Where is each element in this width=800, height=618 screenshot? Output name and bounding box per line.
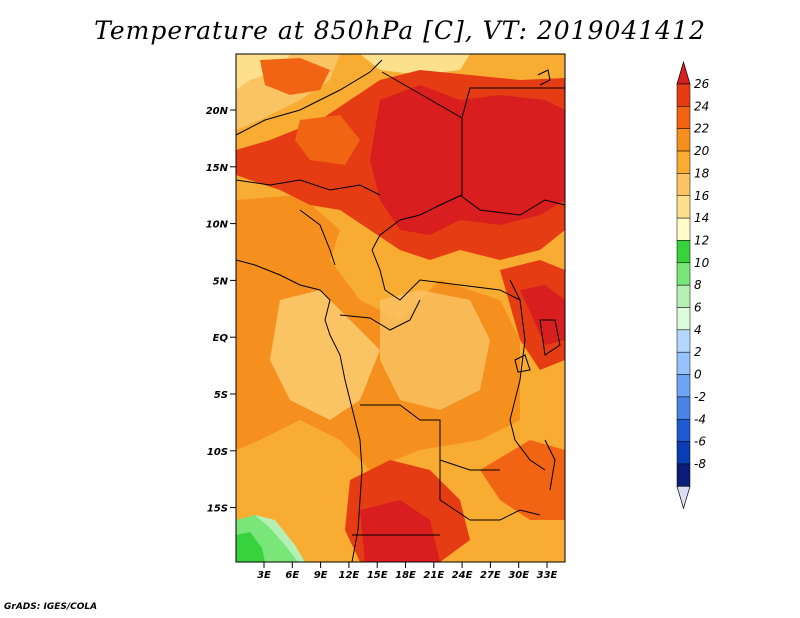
- colorbar-label: 2: [694, 345, 702, 359]
- colorbar-segment: [676, 374, 691, 398]
- colorbar-label: 14: [694, 211, 709, 225]
- lon-label: 21E: [423, 570, 444, 581]
- colorbar-segment: [676, 463, 691, 487]
- colorbar-segment: [676, 284, 691, 308]
- colorbar-segment: [676, 441, 691, 465]
- colorbar-segment: [676, 106, 691, 129]
- colorbar-segment: [676, 83, 691, 107]
- colorbar-segment: [676, 217, 691, 241]
- lon-label: 6E: [285, 570, 299, 581]
- colorbar-label: 26: [694, 77, 710, 91]
- colorbar-segment: [676, 262, 691, 286]
- colorbar-label: 22: [694, 122, 709, 136]
- lat-label: 5S: [214, 390, 228, 401]
- latitude-axis: 20N 15N 10N 5N EQ 5S 10S 15S: [206, 106, 236, 515]
- lat-label: 5N: [213, 276, 229, 287]
- colorbar-segment: [676, 128, 691, 152]
- lon-label: 24E: [452, 570, 473, 581]
- colorbar-segment: [676, 396, 691, 420]
- lon-label: 12E: [339, 570, 360, 581]
- colorbar-label: -6: [694, 435, 706, 449]
- colorbar-label: -8: [694, 457, 706, 471]
- colorbar-label: 24: [694, 99, 709, 113]
- lon-label: 3E: [257, 570, 271, 581]
- colorbar-label: 6: [694, 301, 702, 315]
- colorbar-label: 4: [694, 323, 702, 337]
- lon-label: 27E: [480, 570, 501, 581]
- colorbar-segment: [676, 195, 691, 219]
- lat-label: EQ: [213, 333, 229, 344]
- colorbar-label: 12: [694, 233, 709, 247]
- temperature-field: [236, 54, 565, 562]
- colorbar-segment: [676, 150, 691, 174]
- colorbar-label: 10: [694, 256, 710, 270]
- lon-label: 9E: [314, 570, 328, 581]
- colorbar-segment: [676, 329, 691, 353]
- lat-label: 15S: [207, 504, 228, 515]
- map-frame: [235, 53, 566, 563]
- lat-label: 15N: [206, 163, 229, 174]
- lat-label: 10S: [207, 447, 228, 458]
- colorbar-label: -2: [694, 390, 706, 404]
- lon-label: 33E: [537, 570, 558, 581]
- colorbar-segment: [676, 240, 691, 264]
- colorbar-label: 8: [694, 278, 702, 292]
- colorbar-segment: [676, 173, 691, 196]
- colorbar-segment: [676, 307, 691, 331]
- lon-label: 18E: [395, 570, 416, 581]
- lat-label: 20N: [206, 106, 229, 117]
- colorbar-label: 18: [694, 166, 710, 180]
- lon-label: 15E: [367, 570, 388, 581]
- colorbar-label: -4: [694, 412, 706, 426]
- credit-label: GrADS: IGES/COLA: [4, 602, 98, 612]
- lon-label: 30E: [508, 570, 529, 581]
- colorbar-segment: [676, 351, 691, 375]
- colorbar-label: 20: [694, 144, 710, 158]
- colorbar-segment: [676, 419, 691, 442]
- lat-label: 10N: [206, 220, 229, 231]
- longitude-axis: 3E 6E 9E 12E 15E 18E 21E 24E 27E 30E 33E: [257, 562, 558, 581]
- colorbar-bottom-arrow: [676, 485, 691, 510]
- map-title: Temperature at 850hPa [C], VT: 201904141…: [94, 16, 706, 45]
- colorbar-label: 16: [694, 189, 710, 203]
- colorbar-label: 0: [694, 368, 702, 382]
- colorbar-top-arrow: [676, 60, 691, 85]
